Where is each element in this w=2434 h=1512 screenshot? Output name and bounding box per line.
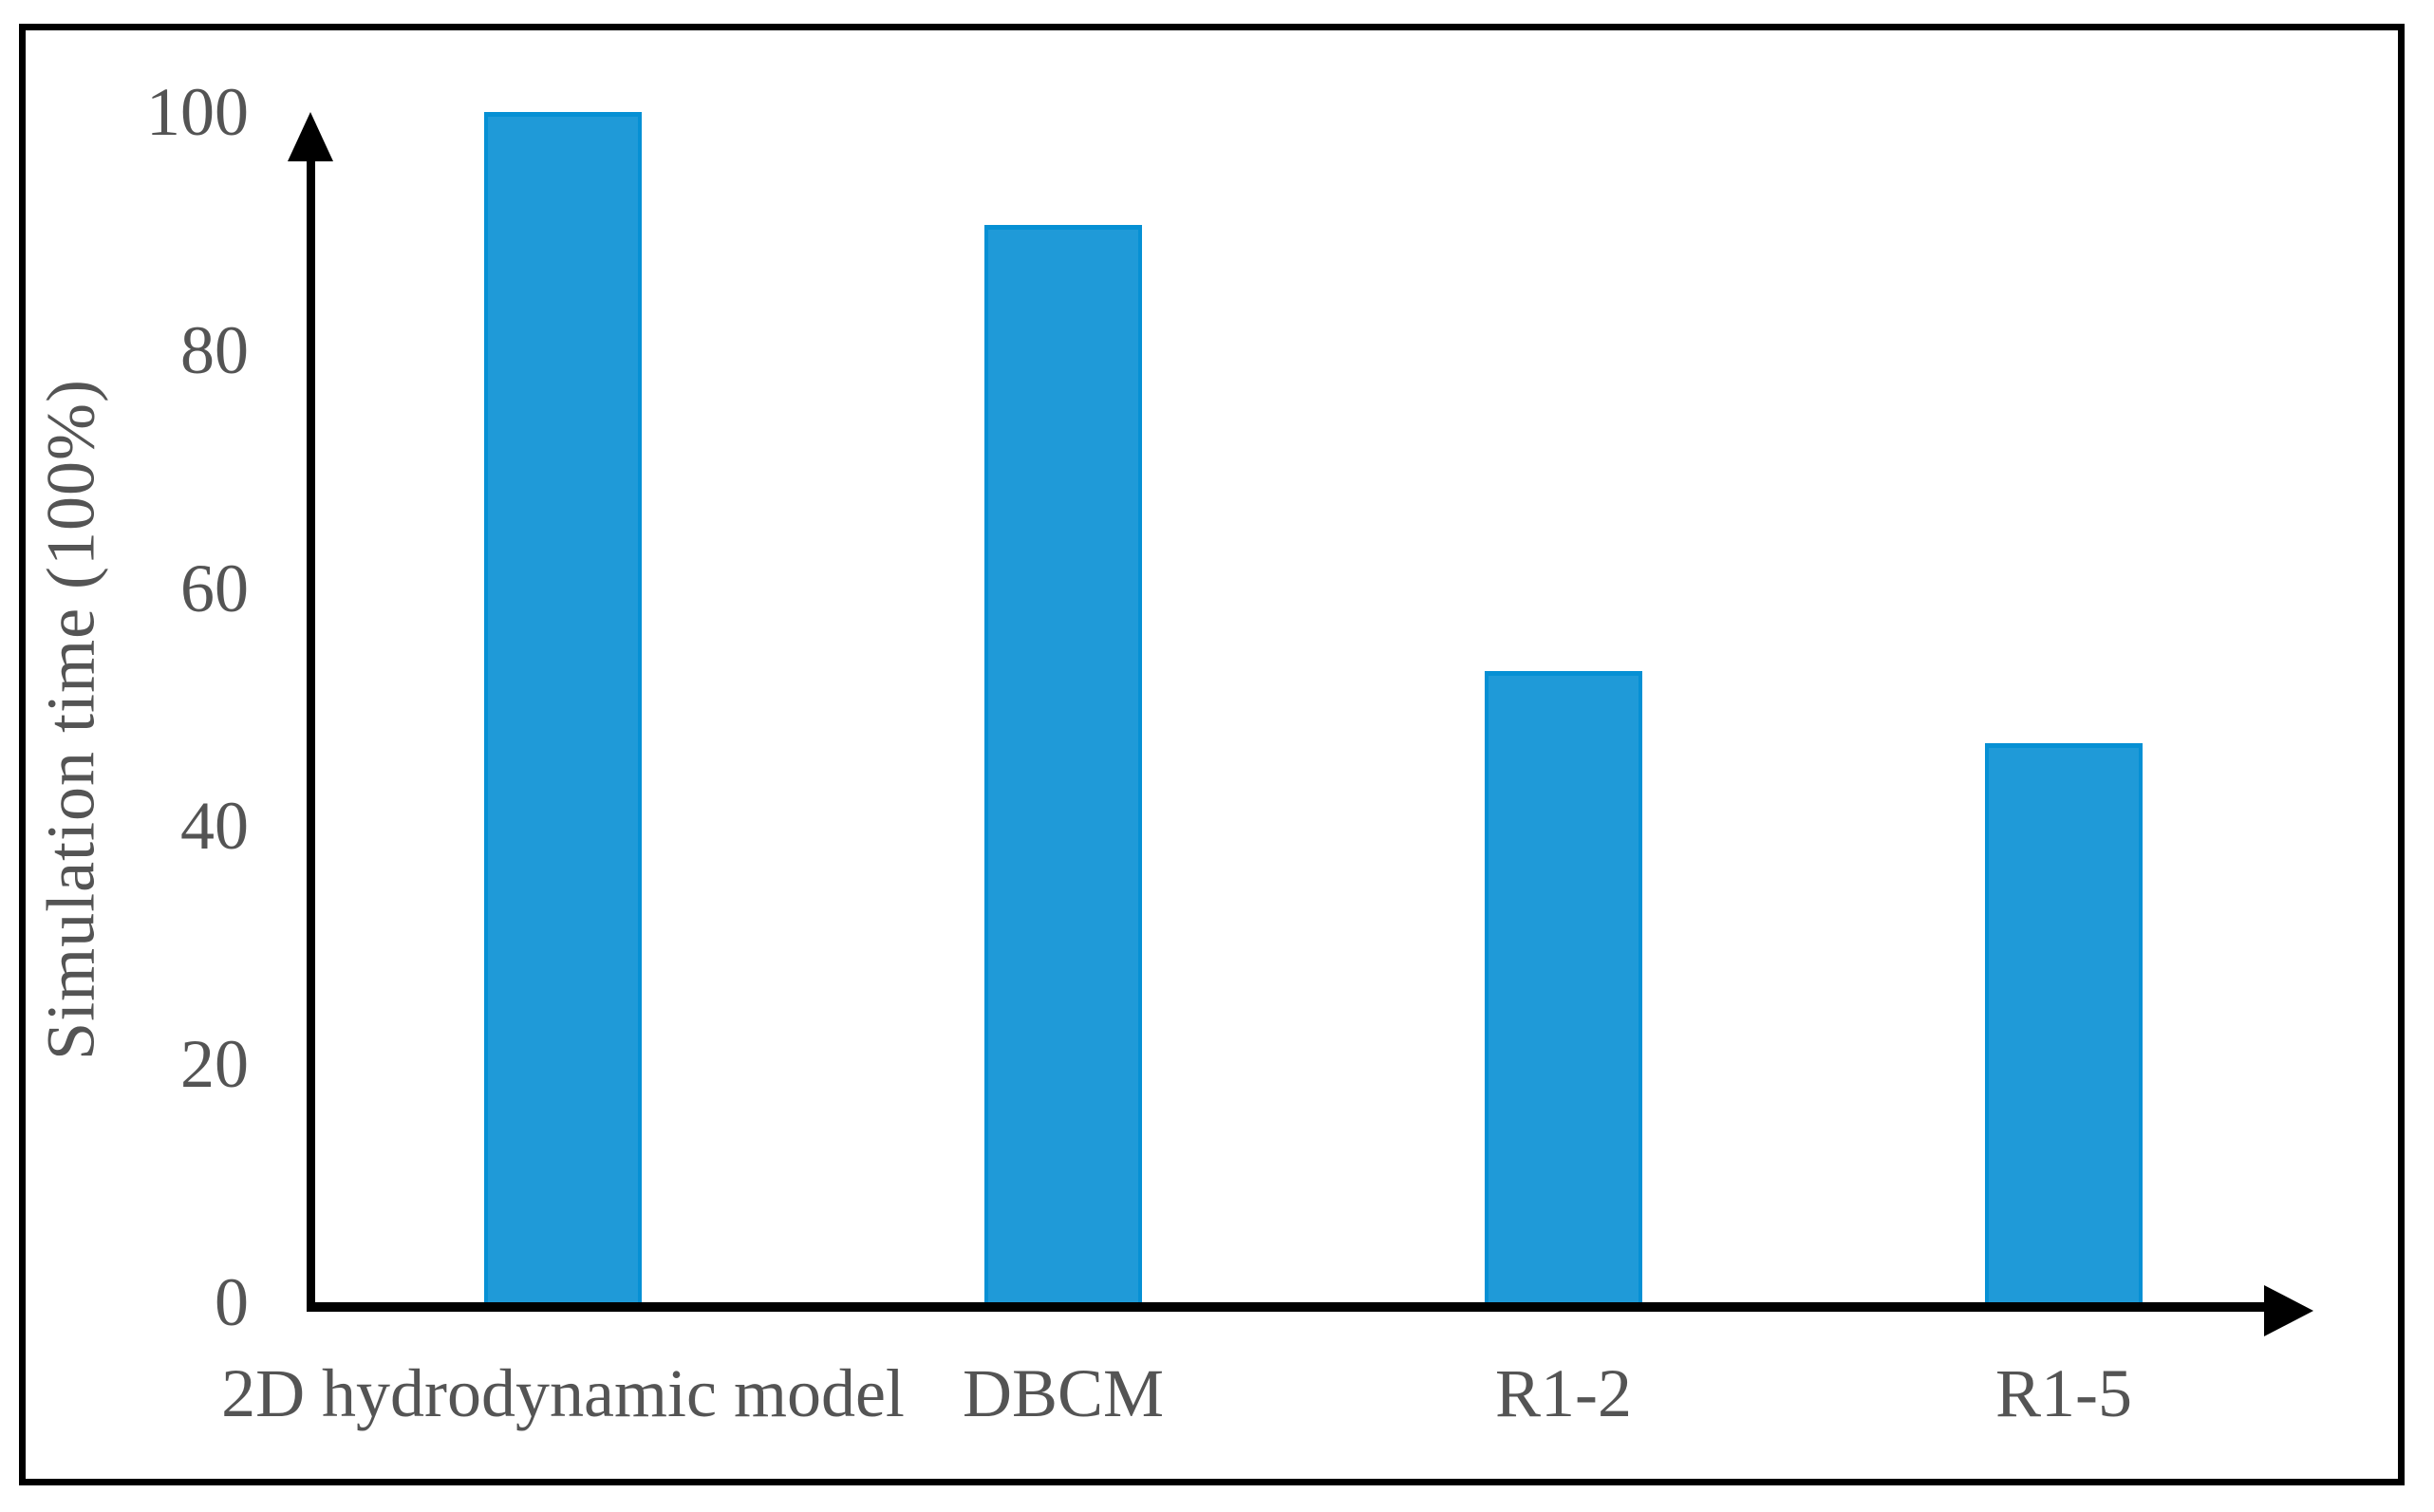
y-tick-label: 80: [180, 311, 249, 388]
y-tick-label: 0: [215, 1264, 249, 1340]
y-tick-label: 60: [180, 550, 249, 626]
x-axis-line: [307, 1302, 2264, 1312]
x-category-label: 2D hydrodynamic model: [221, 1355, 905, 1431]
x-category-label: R1-2: [1495, 1355, 1632, 1431]
bar-1: [484, 112, 642, 1302]
y-axis-arrowhead-icon: [288, 112, 333, 161]
bar-2: [984, 225, 1142, 1302]
x-category-label: DBCM: [962, 1355, 1165, 1431]
bar-4: [1985, 742, 2143, 1302]
y-axis-line: [307, 152, 315, 1312]
y-axis-title: Simulation time (100%): [32, 379, 109, 1060]
y-tick-label: 20: [180, 1026, 249, 1103]
x-category-label: R1-5: [1995, 1355, 2132, 1431]
bar-3: [1485, 671, 1642, 1302]
x-axis-arrowhead-icon: [2264, 1285, 2313, 1336]
y-tick-label: 40: [180, 788, 249, 865]
y-tick-label: 100: [146, 74, 249, 150]
